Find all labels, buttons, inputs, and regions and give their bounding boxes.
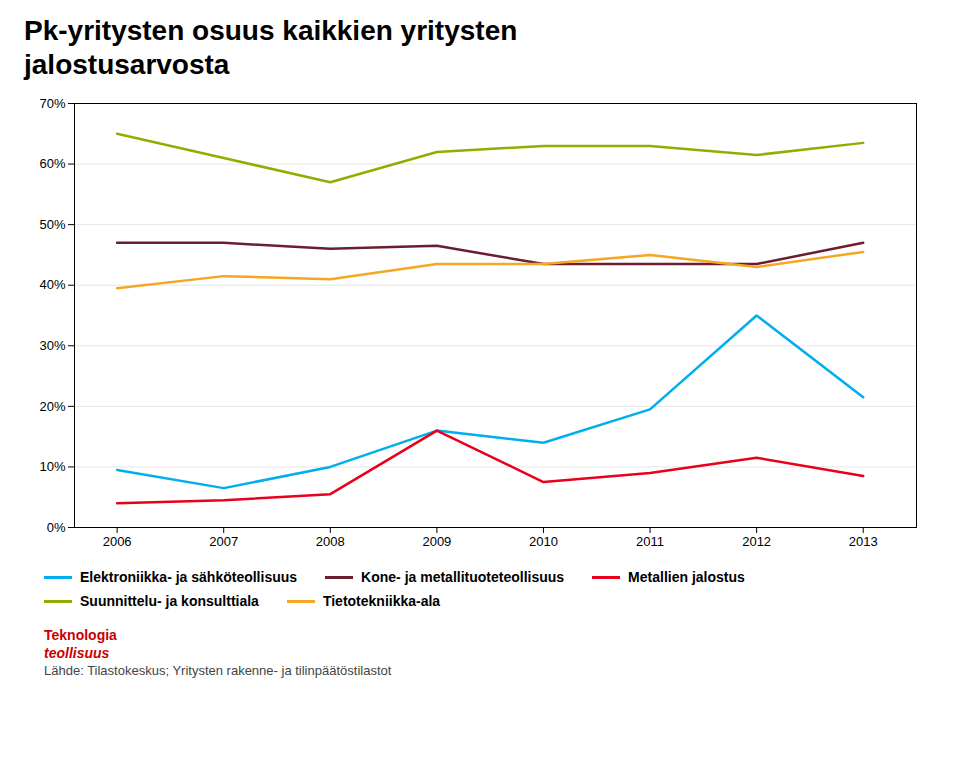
svg-text:2007: 2007	[209, 534, 238, 549]
svg-text:70%: 70%	[39, 96, 65, 111]
html-text:Suunnittelu- ja konsulttiala: Suunnittelu- ja konsulttiala	[80, 593, 259, 610]
svg-text:2013: 2013	[849, 534, 878, 549]
svg-text:2010: 2010	[529, 534, 558, 549]
svg-text:60%: 60%	[39, 156, 65, 171]
html-text:Pk-yritysten osuus kaikkien yr: Pk-yritysten osuus kaikkien yritysten ja…	[24, 15, 518, 80]
svg-text:40%: 40%	[39, 278, 65, 293]
svg-text:2011: 2011	[636, 534, 664, 549]
html-text:Lähde: Tilastokeskus; Yrityste: Lähde: Tilastokeskus; Yritysten rakenne-…	[44, 663, 392, 679]
html-text:Elektroniikka- ja sähköteollis: Elektroniikka- ja sähköteollisuus	[80, 569, 298, 586]
svg-text:30%: 30%	[39, 338, 65, 353]
html-text:teollisuus: teollisuus	[44, 645, 110, 662]
html-text:Tietotekniikka-ala: Tietotekniikka-ala	[322, 593, 441, 610]
svg-text:2008: 2008	[316, 534, 345, 549]
svg-text:2009: 2009	[422, 534, 451, 549]
svg-text:2006: 2006	[103, 534, 132, 549]
html-text:Teknologia: Teknologia	[44, 627, 117, 644]
svg-text:50%: 50%	[39, 217, 65, 232]
html-text:Kone- ja metallituoteteollisuu: Kone- ja metallituoteteollisuus	[361, 569, 565, 586]
html-text:Metallien jalostus: Metallien jalostus	[628, 569, 745, 586]
svg-text:0%: 0%	[47, 520, 66, 535]
svg-text:2012: 2012	[742, 534, 771, 549]
svg-text:20%: 20%	[39, 399, 65, 414]
svg-text:10%: 10%	[39, 459, 65, 474]
